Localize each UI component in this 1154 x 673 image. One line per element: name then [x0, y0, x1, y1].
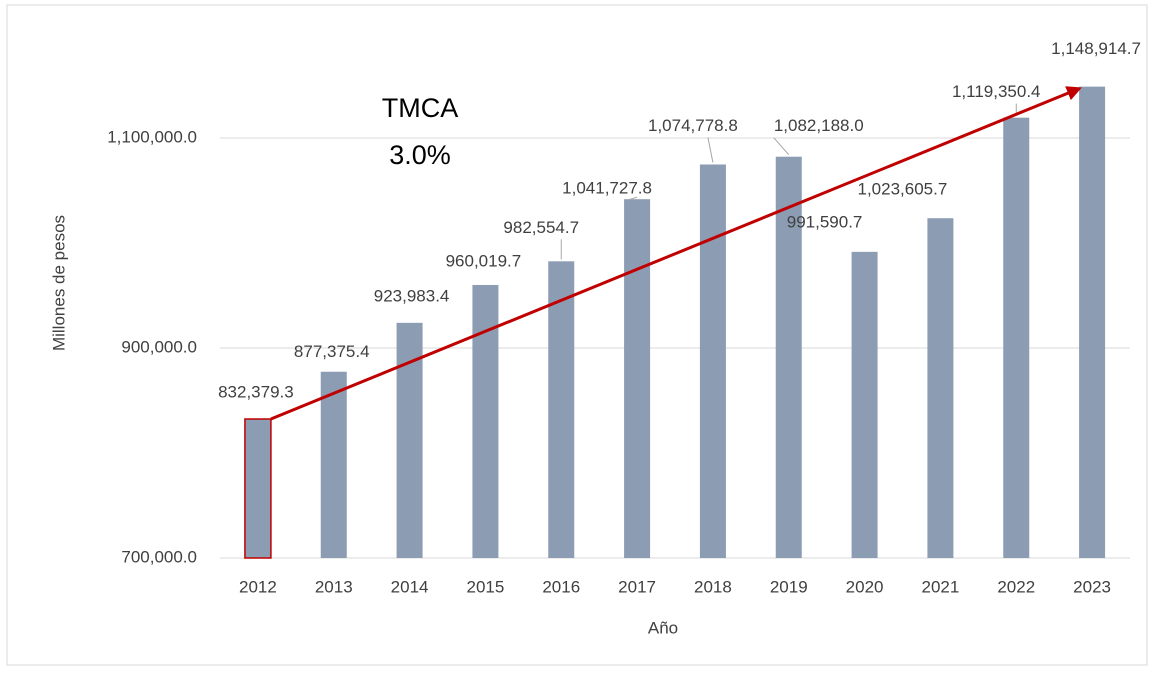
- y-tick-label: 700,000.0: [121, 547, 197, 566]
- y-tick-label: 1,100,000.0: [107, 127, 197, 146]
- bar: [775, 156, 802, 558]
- data-label: 1,148,914.7: [1051, 39, 1141, 58]
- x-tick-label: 2023: [1073, 577, 1111, 596]
- leader-line: [707, 137, 714, 163]
- annotation: 3.0%: [389, 140, 451, 170]
- frame: [6, 4, 1148, 666]
- x-tick-label: 2016: [542, 577, 580, 596]
- data-label: 877,375.4: [294, 342, 370, 361]
- x-tick-label: 2013: [315, 577, 353, 596]
- bar: [624, 199, 651, 559]
- y-tick-label: 900,000.0: [121, 337, 197, 356]
- data-label: 923,983.4: [374, 286, 450, 305]
- data-label: 991,590.7: [787, 212, 863, 231]
- x-tick-label: 2018: [694, 577, 732, 596]
- data-label: 1,082,188.0: [774, 116, 864, 135]
- bar: [851, 251, 878, 558]
- bar: [1003, 117, 1030, 559]
- data-label: 1,074,778.8: [648, 116, 738, 135]
- bar: [548, 261, 575, 558]
- x-tick-label: 2014: [391, 577, 429, 596]
- x-tick-label: 2015: [467, 577, 505, 596]
- x-tick-label: 2021: [922, 577, 960, 596]
- x-tick-label: 2020: [846, 577, 884, 596]
- data-label: 960,019.7: [446, 251, 522, 270]
- bar: [244, 418, 272, 559]
- data-label: 832,379.3: [218, 382, 294, 401]
- data-label: 982,554.7: [503, 218, 579, 237]
- trend-arrow: [270, 86, 1082, 421]
- x-tick-label: 2019: [770, 577, 808, 596]
- y-axis-title: Millones de pesos: [49, 215, 68, 351]
- x-tick-label: 2017: [618, 577, 656, 596]
- leader-line: [626, 196, 638, 201]
- bar: [699, 164, 726, 559]
- bar: [927, 218, 954, 558]
- x-axis-title: Año: [648, 618, 678, 637]
- bar: [320, 371, 347, 558]
- x-tick-label: 2022: [997, 577, 1035, 596]
- annotation: TMCA: [382, 93, 459, 123]
- data-label: 1,119,350.4: [952, 82, 1041, 101]
- x-tick-label: 2012: [239, 577, 277, 596]
- data-label: 1,023,605.7: [858, 180, 948, 199]
- data-label: 1,041,727.8: [562, 179, 652, 198]
- bar: [472, 284, 499, 558]
- bar: [1079, 86, 1106, 559]
- leader-line: [773, 137, 790, 156]
